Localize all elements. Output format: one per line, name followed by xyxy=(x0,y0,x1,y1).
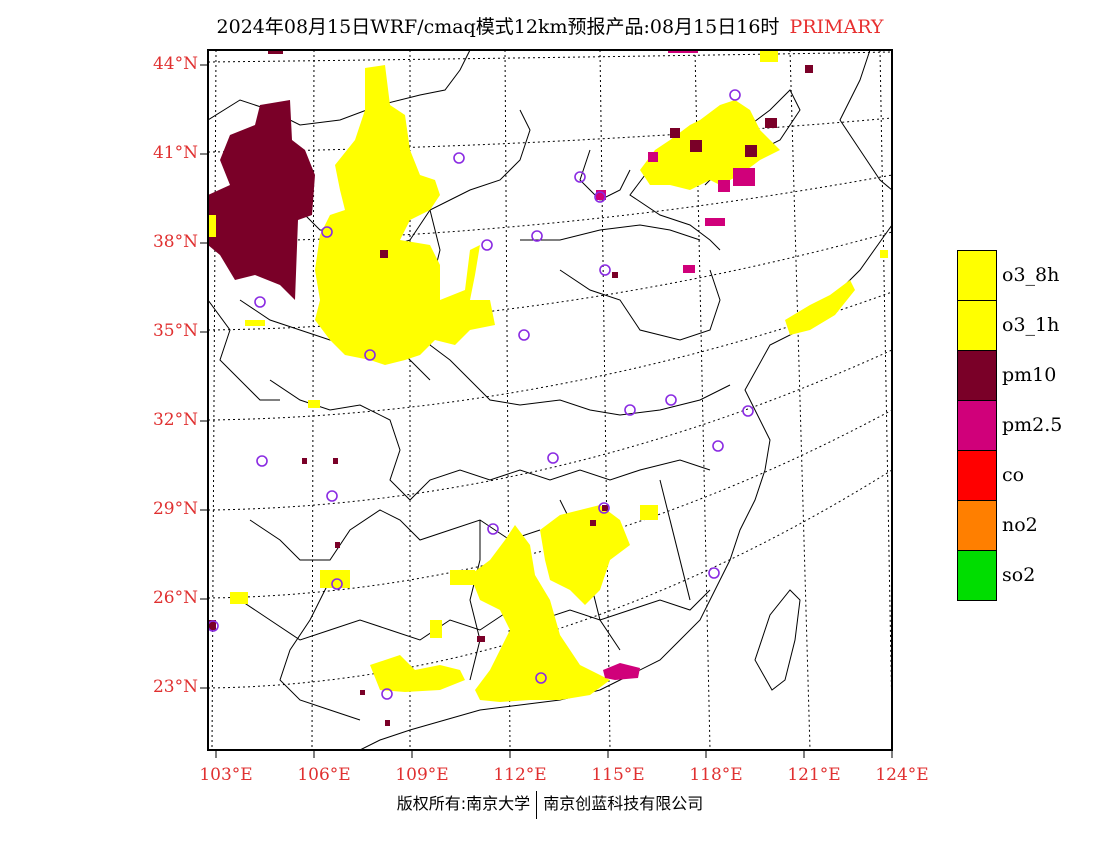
meridian-121e xyxy=(789,50,811,750)
lat-label-35n: 35°N xyxy=(152,321,198,341)
meridian-124e xyxy=(879,50,892,721)
footer-separator xyxy=(536,790,538,819)
legend-label-no2: no2 xyxy=(1002,514,1038,536)
pm10-region xyxy=(208,50,365,695)
lon-label-118e: 118°E xyxy=(689,765,743,785)
legend-label-pm25: pm2.5 xyxy=(1002,414,1063,436)
lat-label-32n: 32°N xyxy=(152,410,198,430)
legend-swatch-o3-8h xyxy=(957,250,997,301)
map-frame xyxy=(207,49,893,751)
lon-label-121e: 121°E xyxy=(787,765,841,785)
legend-swatch-o3-1h xyxy=(957,300,997,351)
pm25-region xyxy=(596,50,755,680)
province-7 xyxy=(249,509,541,561)
lat-label-26n: 26°N xyxy=(152,588,198,608)
legend-swatch-co xyxy=(957,450,997,501)
copyright-right: 南京创蓝科技有限公司 xyxy=(543,794,704,813)
legend-label-pm10: pm10 xyxy=(1002,364,1057,386)
province-10 xyxy=(469,520,481,681)
province-11 xyxy=(659,479,691,601)
border-northeast xyxy=(839,50,892,191)
coastline xyxy=(359,224,892,750)
lon-label-106e: 106°E xyxy=(297,765,351,785)
lon-label-124e: 124°E xyxy=(875,765,929,785)
taiwan-island xyxy=(754,589,801,691)
province-14 xyxy=(279,579,361,721)
meridian-112e xyxy=(504,50,511,750)
lat-label-41n: 41°N xyxy=(152,143,198,163)
legend-label-co: co xyxy=(1002,464,1025,486)
lat-label-44n: 44°N xyxy=(152,54,198,74)
legend-swatch-so2 xyxy=(957,550,997,601)
map-content xyxy=(208,50,892,750)
province-8 xyxy=(239,589,711,641)
title-primary-tag: PRIMARY xyxy=(789,16,884,38)
frame-ticks xyxy=(200,64,893,758)
meridian-103e xyxy=(211,50,217,750)
lon-label-115e: 115°E xyxy=(591,765,645,785)
title-main: 2024年08月15日WRF/cmaq模式12km预报产品:08月15日16时 xyxy=(216,16,780,38)
lat-label-23n: 23°N xyxy=(152,677,198,697)
pm10-spots xyxy=(208,65,813,726)
province-4 xyxy=(559,269,721,341)
legend-label-o3-1h: o3_1h xyxy=(1002,314,1060,336)
parallel-44n xyxy=(208,51,892,63)
legend-swatch-pm25 xyxy=(957,400,997,451)
border-north xyxy=(208,50,471,126)
o3-region xyxy=(208,50,888,702)
province-3 xyxy=(520,224,701,241)
parallel-35n xyxy=(208,231,892,331)
parallel-29n xyxy=(208,349,892,511)
lat-label-38n: 38°N xyxy=(152,232,198,252)
lon-label-103e: 103°E xyxy=(199,765,253,785)
province-6 xyxy=(269,379,711,501)
copyright-left: 版权所有:南京大学 xyxy=(396,794,531,813)
map-title: 2024年08月15日WRF/cmaq模式12km预报产品:08月15日16时 P… xyxy=(0,12,1100,39)
monitoring-stations xyxy=(208,89,754,700)
lat-label-29n: 29°N xyxy=(152,499,198,519)
legend-label-o3-8h: o3_8h xyxy=(1002,264,1060,286)
legend-swatch-pm10 xyxy=(957,350,997,401)
meridian-115e xyxy=(599,50,611,750)
lon-label-109e: 109°E xyxy=(395,765,449,785)
lon-label-112e: 112°E xyxy=(493,765,547,785)
copyright-footer: 版权所有:南京大学 南京创蓝科技有限公司 xyxy=(0,790,1100,819)
province-13 xyxy=(208,299,280,401)
legend-label-so2: so2 xyxy=(1002,564,1036,586)
parallel-41n xyxy=(208,117,892,153)
legend-swatch-no2 xyxy=(957,500,997,551)
